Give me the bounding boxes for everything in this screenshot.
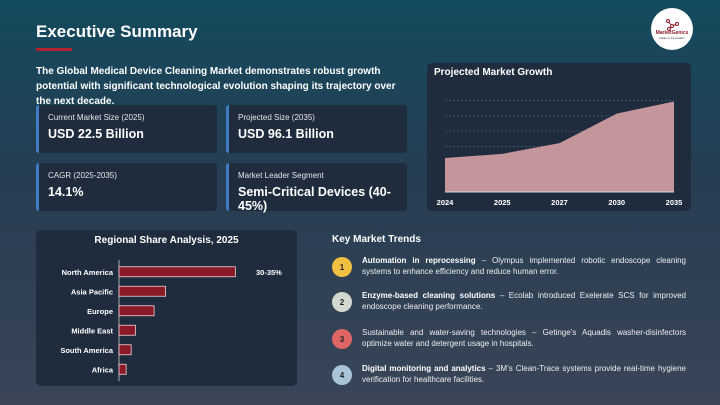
trend-item: 2 Enzyme-based cleaning solutions – Ecola…: [332, 290, 686, 312]
trend-heading: Enzyme-based cleaning solutions: [362, 291, 496, 300]
growth-chart-panel: Projected Market Growth 2024 2025 2027 2030…: [427, 63, 691, 211]
card-cagr: CAGR (2025-2035) 14.1%: [36, 163, 217, 211]
page-title: Executive Summary: [36, 22, 198, 41]
trend-text: Sustainable and water-saving technologie…: [362, 327, 686, 349]
area-chart: 2024 2025 2027 2030 2035: [437, 100, 683, 207]
company-logo: MarketGenics Ideas to Innovation: [651, 8, 693, 50]
trend-description: – 3M’s Clean-Trace systems provide real-…: [362, 364, 686, 384]
category-label: Europe: [87, 307, 113, 316]
bar: [118, 324, 136, 336]
category-label: Middle East: [71, 326, 113, 335]
trend-heading: Automation in reprocessing: [362, 256, 476, 265]
x-tick-label: 2024: [437, 198, 455, 207]
chart-title: Projected Market Growth: [434, 67, 553, 78]
card-label: Projected Size (2035): [238, 113, 315, 122]
card-label: Market Leader Segment: [238, 171, 324, 180]
bar: [118, 285, 166, 297]
number-badge: 3: [332, 329, 352, 349]
molecule-icon: [666, 18, 679, 31]
trend-text: Enzyme-based cleaning solutions – Ecolab…: [362, 290, 686, 312]
title-underline: [36, 48, 72, 51]
card-value: Semi-Critical Devices (40-45%): [238, 185, 391, 213]
trend-item: 1 Automation in reprocessing – Olympus im…: [332, 255, 686, 277]
x-tick-label: 2025: [494, 198, 511, 207]
trends-title: Key Market Trends: [332, 234, 421, 245]
data-label: 30-35%: [256, 268, 282, 277]
category-label: North America: [62, 268, 114, 277]
trend-description: Sustainable and water-saving technologie…: [362, 328, 686, 348]
x-tick-label: 2027: [551, 198, 568, 207]
trend-description: – Olympus implemented robotic endoscope …: [362, 256, 687, 276]
logo-text: MarketGenics: [655, 29, 689, 36]
number-badge: 4: [332, 365, 352, 385]
bar: [118, 363, 127, 375]
card-value: USD 96.1 Billion: [238, 127, 334, 141]
x-tick-label: 2035: [666, 198, 683, 207]
trend-item: 3 Sustainable and water-saving technologi…: [332, 327, 686, 349]
trend-description: – Ecolab introduced Exelerate SCS for im…: [362, 291, 686, 311]
bar-chart: North America 30-35% Asia Pacific Europe Mid…: [60, 260, 282, 381]
logo-tagline: Ideas to Innovation: [659, 35, 685, 40]
area-series: [445, 101, 674, 192]
card-leader-segment: Market Leader Segment Semi-Critical Devic…: [226, 163, 407, 213]
card-label: Current Market Size (2025): [48, 113, 145, 122]
chart-title: Regional Share Analysis, 2025: [94, 235, 239, 246]
trend-text: Digital monitoring and analytics – 3M’s …: [362, 363, 686, 385]
number-badge: 1: [332, 257, 352, 277]
card-value: 14.1%: [48, 185, 84, 199]
intro-text: The Global Medical Device Cleaning Marke…: [36, 66, 396, 107]
card-label: CAGR (2025-2035): [48, 171, 117, 180]
trend-text: Automation in reprocessing – Olympus imp…: [362, 255, 686, 277]
number-badge: 2: [332, 292, 352, 312]
category-label: Asia Pacific: [71, 287, 113, 296]
card-value: USD 22.5 Billion: [48, 127, 144, 141]
trend-item: 4 Digital monitoring and analytics – 3M’s…: [332, 363, 686, 385]
bar: [118, 344, 132, 356]
trend-heading: Digital monitoring and analytics: [362, 364, 486, 373]
card-projected-size: Projected Size (2035) USD 96.1 Billion: [226, 105, 407, 153]
category-label: South America: [60, 346, 113, 355]
card-current-size: Current Market Size (2025) USD 22.5 Billi…: [36, 105, 217, 153]
category-label: Africa: [92, 365, 114, 374]
regional-chart-panel: Regional Share Analysis, 2025 North Amer…: [36, 230, 297, 386]
x-tick-label: 2030: [608, 198, 625, 207]
bar: [118, 305, 155, 317]
bar: [118, 266, 236, 278]
